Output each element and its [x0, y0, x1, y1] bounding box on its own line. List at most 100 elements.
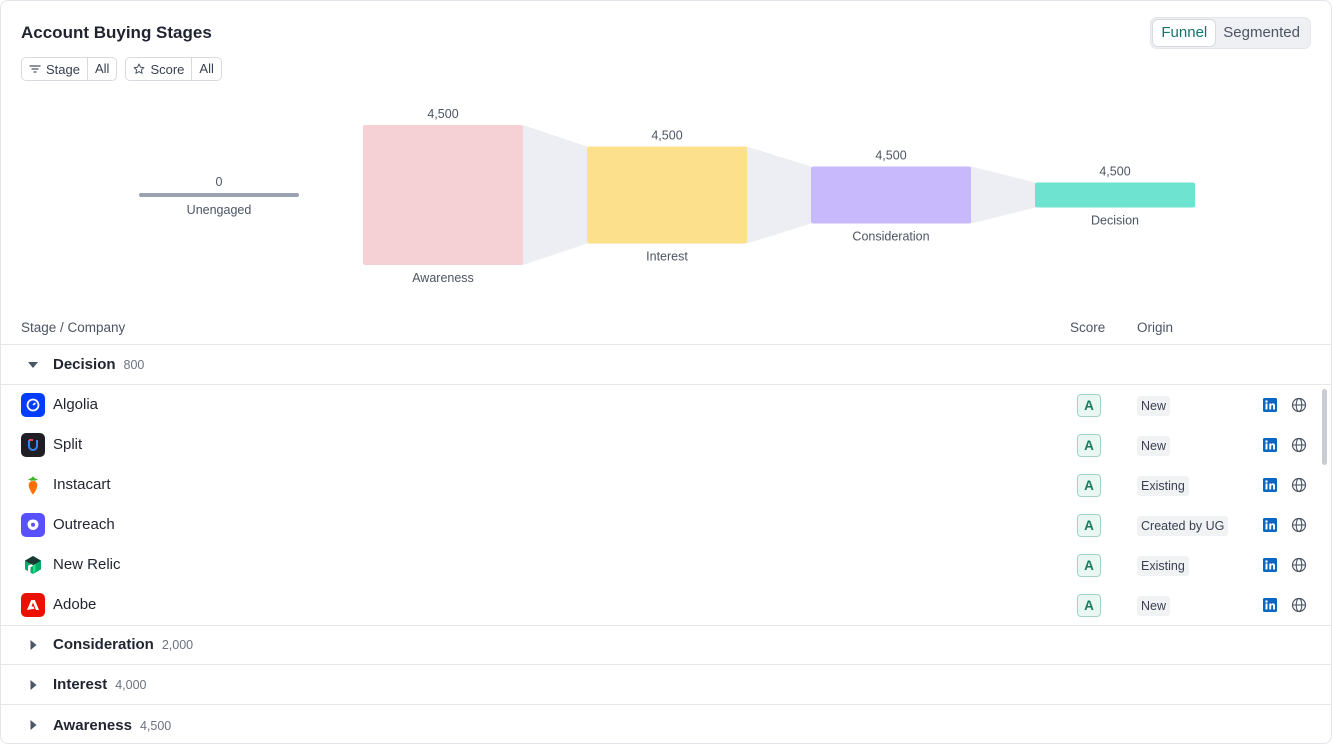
table-row[interactable]: Split A New [1, 425, 1321, 465]
group-decision-label-wrap: Decision 800 [53, 356, 144, 373]
instacart-logo [21, 473, 45, 497]
score-filter-value: All [199, 61, 214, 76]
origin-badge: New [1137, 396, 1171, 416]
group-name: Decision [53, 356, 116, 373]
stage-filter-label-wrap: Stage [22, 58, 88, 80]
group-count: 800 [123, 358, 145, 372]
globe-icon[interactable] [1291, 517, 1307, 533]
funnel-category-label-consideration: Consideration [852, 230, 929, 244]
funnel-svg: 0 Unengaged 4,500 Awareness 4,500 Interest 4,5… [139, 107, 1195, 285]
new-relic-logo [21, 553, 45, 577]
score-column-header: Score [1070, 320, 1106, 335]
funnel-category-label-unengaged: Unengaged [187, 203, 252, 217]
score-badge: A [1077, 554, 1101, 577]
globe-icon[interactable] [1291, 477, 1307, 493]
globe-icon[interactable] [1291, 557, 1307, 573]
group-name: Interest [53, 676, 108, 693]
funnel-view-button[interactable]: Funnel [1153, 20, 1216, 46]
segmented-view-button[interactable]: Segmented [1223, 24, 1300, 41]
funnel-chart: 0 Unengaged 4,500 Awareness 4,500 Interest 4,5… [1, 91, 1331, 306]
caret-right-icon [30, 640, 37, 650]
origin-badge: Existing [1137, 556, 1189, 576]
funnel-connector [971, 166, 1035, 224]
score-badge: A [1077, 434, 1101, 457]
stage-filter-value: All [94, 61, 110, 76]
linkedin-icon[interactable] [1263, 518, 1277, 532]
funnel-category-label-decision: Decision [1091, 214, 1139, 228]
group-consideration[interactable]: Consideration 2,000 [1, 625, 1331, 665]
filter-icon [29, 65, 41, 73]
company-name[interactable]: Outreach [53, 516, 115, 533]
funnel-bar-decision[interactable] [1035, 182, 1195, 208]
funnel-bar-interest[interactable] [587, 146, 747, 244]
group-name: Consideration [53, 636, 154, 653]
score-badge: A [1077, 474, 1101, 497]
funnel-bar-awareness[interactable] [363, 125, 523, 265]
divider [1, 625, 1331, 626]
company-name[interactable]: Instacart [53, 476, 111, 493]
stage-company-column-header: Stage / Company [21, 320, 126, 335]
filter-bar: Stage All Score All [21, 57, 222, 81]
score-badge: A [1077, 594, 1101, 617]
score-badge: A [1077, 514, 1101, 537]
origin-column-header: Origin [1137, 320, 1174, 335]
group-interest[interactable]: Interest 4,000 [1, 665, 1331, 705]
table-row[interactable]: Outreach A Created by UG [1, 505, 1321, 545]
funnel-value-label-interest: 4,500 [651, 129, 682, 143]
funnel-value-label-decision: 4,500 [1099, 165, 1130, 179]
split-logo [21, 433, 45, 457]
funnel-category-label-interest: Interest [646, 250, 688, 264]
linkedin-icon[interactable] [1263, 398, 1277, 412]
score-filter-label: Score [150, 61, 185, 77]
score-badge: A [1077, 394, 1101, 417]
linkedin-icon[interactable] [1263, 438, 1277, 452]
funnel-value-label-awareness: 4,500 [427, 107, 458, 121]
linkedin-icon[interactable] [1263, 478, 1277, 492]
origin-badge: New [1137, 436, 1171, 456]
caret-down-icon [28, 362, 38, 368]
origin-badge: Created by UG [1137, 516, 1229, 536]
scrollbar-thumb[interactable] [1322, 389, 1327, 465]
table-header: Stage / Company Score Origin [1, 311, 1331, 345]
outreach-logo [21, 513, 45, 537]
view-toggle: Funnel Segmented [1150, 17, 1311, 49]
funnel-connector [523, 125, 587, 265]
funnel-value-label-unengaged: 0 [216, 175, 223, 189]
star-icon [134, 63, 145, 74]
funnel-category-label-awareness: Awareness [412, 271, 474, 285]
group-awareness[interactable]: Awareness 4,500 [1, 705, 1331, 743]
company-name[interactable]: New Relic [53, 556, 121, 573]
group-awareness-label-wrap: Awareness 4,500 [53, 717, 171, 734]
origin-badge: Existing [1137, 476, 1189, 496]
group-count: 4,500 [139, 718, 172, 733]
linkedin-icon[interactable] [1263, 558, 1277, 572]
funnel-bar-consideration[interactable] [811, 166, 971, 224]
globe-icon[interactable] [1291, 397, 1307, 413]
caret-right-icon [30, 680, 37, 690]
group-count: 2,000 [161, 638, 194, 652]
adobe-logo [21, 593, 45, 617]
group-consideration-label-wrap: Consideration 2,000 [53, 636, 193, 653]
globe-icon[interactable] [1291, 437, 1307, 453]
group-interest-label-wrap: Interest 4,000 [53, 676, 146, 693]
score-filter[interactable]: Score All [125, 57, 222, 81]
funnel-value-label-consideration: 4,500 [875, 149, 906, 163]
table-row[interactable]: Adobe A New [1, 585, 1321, 625]
funnel-connector [747, 146, 811, 244]
caret-right-icon [30, 720, 37, 730]
linkedin-icon[interactable] [1263, 598, 1277, 612]
globe-icon[interactable] [1291, 597, 1307, 613]
origin-badge: New [1137, 596, 1171, 616]
table-row[interactable]: New Relic A Existing [1, 545, 1321, 585]
group-name: Awareness [53, 716, 132, 734]
funnel-bar-unengaged[interactable] [139, 193, 299, 197]
company-name[interactable]: Split [53, 436, 83, 453]
table-row[interactable]: Algolia A New [1, 385, 1321, 425]
score-filter-label-wrap: Score [126, 58, 193, 80]
stage-filter[interactable]: Stage All [21, 57, 118, 81]
company-name[interactable]: Algolia [53, 396, 99, 413]
group-decision[interactable]: Decision 800 [1, 345, 1331, 385]
table-row[interactable]: Instacart A Existing [1, 465, 1321, 505]
company-name[interactable]: Adobe [53, 596, 97, 613]
